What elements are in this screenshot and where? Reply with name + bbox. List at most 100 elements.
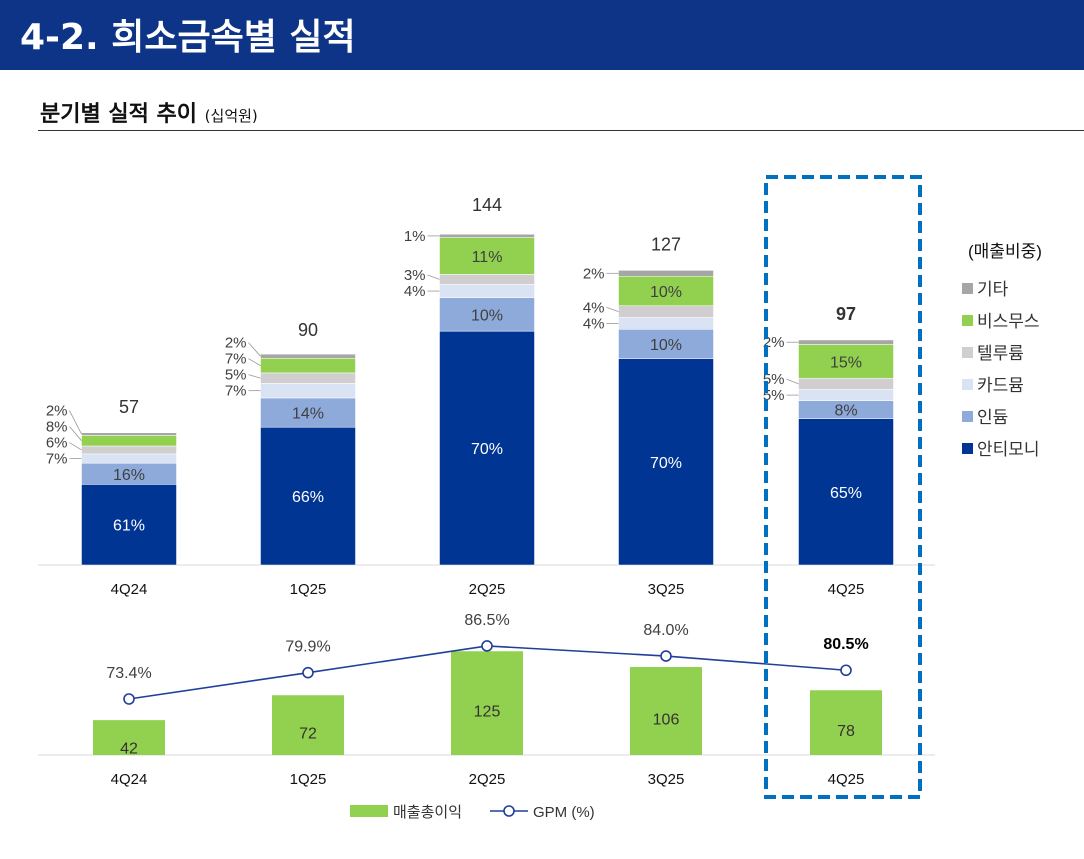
section-title: 분기별 실적 추이 (십억원) xyxy=(40,96,258,128)
legend-swatch xyxy=(962,315,973,326)
bar-segment-텔루륨 xyxy=(81,445,177,455)
segment-label: 66% xyxy=(292,489,324,506)
bar-segment-비스무스 xyxy=(618,276,714,306)
gross-profit-label: 106 xyxy=(653,712,680,729)
bar-segment-기타 xyxy=(798,339,894,345)
bar-segment-기타 xyxy=(260,353,356,359)
bar-segment-안티모니 xyxy=(260,426,356,566)
segment-label: 15% xyxy=(830,354,862,371)
total-label: 144 xyxy=(472,195,502,215)
segment-label: 1% xyxy=(404,228,426,245)
title-bar: 4-2. 희소금속별 실적 xyxy=(0,0,1084,70)
gross-profit-bar xyxy=(93,720,165,755)
x-tick-label-bottom: 4Q25 xyxy=(828,771,865,788)
bar-segment-인듐 xyxy=(260,397,356,428)
segment-label: 10% xyxy=(471,307,503,324)
legend-label: 비스무스 xyxy=(977,312,1040,331)
gross-profit-label: 72 xyxy=(299,726,317,743)
bar-segment-텔루륨 xyxy=(798,377,894,390)
segment-label: 7% xyxy=(225,351,247,368)
x-tick-label-bottom: 1Q25 xyxy=(290,771,327,788)
gpm-label: 79.9% xyxy=(285,639,330,656)
segment-label: 65% xyxy=(830,485,862,502)
total-label: 127 xyxy=(651,234,681,254)
segment-label: 10% xyxy=(650,337,682,354)
x-tick-label: 1Q25 xyxy=(290,581,327,598)
bar-segment-카드뮴 xyxy=(618,317,714,330)
segment-label: 4% xyxy=(404,283,426,300)
segment-leader-line xyxy=(248,374,261,379)
legend-swatch xyxy=(962,347,973,358)
gpm-label: 84.0% xyxy=(643,622,688,639)
segment-label: 5% xyxy=(763,371,785,388)
bar-segment-비스무스 xyxy=(439,237,535,275)
segment-leader-line xyxy=(786,378,799,385)
segment-label: 2% xyxy=(46,403,68,420)
segment-label: 10% xyxy=(650,284,682,301)
divider xyxy=(38,130,1084,131)
segment-leader-line xyxy=(427,274,440,280)
section-title-text: 분기별 실적 추이 xyxy=(40,102,197,127)
bar-segment-텔루륨 xyxy=(260,372,356,384)
legend-label: 텔루륨 xyxy=(977,344,1024,363)
gpm-label: 80.5% xyxy=(823,636,868,653)
gross-profit-label: 125 xyxy=(474,704,501,721)
segment-label: 8% xyxy=(834,403,857,420)
bar-segment-기타 xyxy=(81,432,177,436)
gpm-label: 86.5% xyxy=(464,612,509,629)
bar-segment-카드뮴 xyxy=(260,383,356,399)
x-tick-label: 4Q24 xyxy=(111,581,148,598)
segment-leader-line xyxy=(606,307,619,312)
bar-segment-인듐 xyxy=(439,297,535,332)
segment-label: 4% xyxy=(583,299,605,316)
x-tick-label: 3Q25 xyxy=(648,581,685,598)
segment-label: 14% xyxy=(292,406,324,423)
bar-segment-기타 xyxy=(439,234,535,238)
segment-label: 61% xyxy=(113,518,145,535)
total-label: 57 xyxy=(119,397,139,417)
legend-swatch xyxy=(962,443,973,454)
total-label: 90 xyxy=(298,320,318,340)
x-tick-label: 4Q25 xyxy=(828,581,865,598)
segment-label: 7% xyxy=(225,383,247,400)
legend-label: 안티모니 xyxy=(977,440,1040,459)
segment-label: 5% xyxy=(763,387,785,404)
x-tick-label-bottom: 3Q25 xyxy=(648,771,685,788)
segment-leader-line xyxy=(248,342,261,357)
gpm-label: 73.4% xyxy=(106,665,151,682)
segment-label: 6% xyxy=(46,435,68,452)
segment-label: 4% xyxy=(583,315,605,332)
bar-segment-카드뮴 xyxy=(439,284,535,298)
gpm-point xyxy=(481,640,493,652)
gross-profit-bar xyxy=(451,651,523,755)
segment-label: 16% xyxy=(113,467,145,484)
bar-segment-기타 xyxy=(618,270,714,277)
bar-segment-비스무스 xyxy=(260,358,356,374)
legend-label: 기타 xyxy=(977,280,1009,299)
bar-segment-텔루륨 xyxy=(618,305,714,318)
legend-label: 인듐 xyxy=(977,408,1008,427)
segment-label: 70% xyxy=(471,441,503,458)
segment-label: 2% xyxy=(225,335,247,352)
legend-swatch xyxy=(962,411,973,422)
gross-profit-bar xyxy=(630,667,702,755)
bar-segment-안티모니 xyxy=(439,330,535,566)
bar-segment-안티모니 xyxy=(81,484,177,566)
legend-label-gross-profit: 매출총이익 xyxy=(393,804,462,821)
legend-title: (매출비중) xyxy=(968,242,1042,261)
segment-label: 70% xyxy=(650,455,682,472)
gross-profit-label: 78 xyxy=(837,723,855,740)
segment-label: 3% xyxy=(404,267,426,284)
segment-label: 2% xyxy=(583,265,605,282)
bar-segment-텔루륨 xyxy=(439,274,535,285)
gpm-point xyxy=(840,664,852,677)
segment-leader-line xyxy=(248,358,261,366)
segment-label: 2% xyxy=(763,334,785,351)
segment-label: 5% xyxy=(225,367,247,384)
legend-swatch-gross-profit xyxy=(350,805,388,817)
bar-segment-인듐 xyxy=(618,329,714,360)
x-tick-label: 2Q25 xyxy=(469,581,506,598)
segment-label: 8% xyxy=(46,419,68,436)
legend-marker-gpm xyxy=(503,805,515,817)
